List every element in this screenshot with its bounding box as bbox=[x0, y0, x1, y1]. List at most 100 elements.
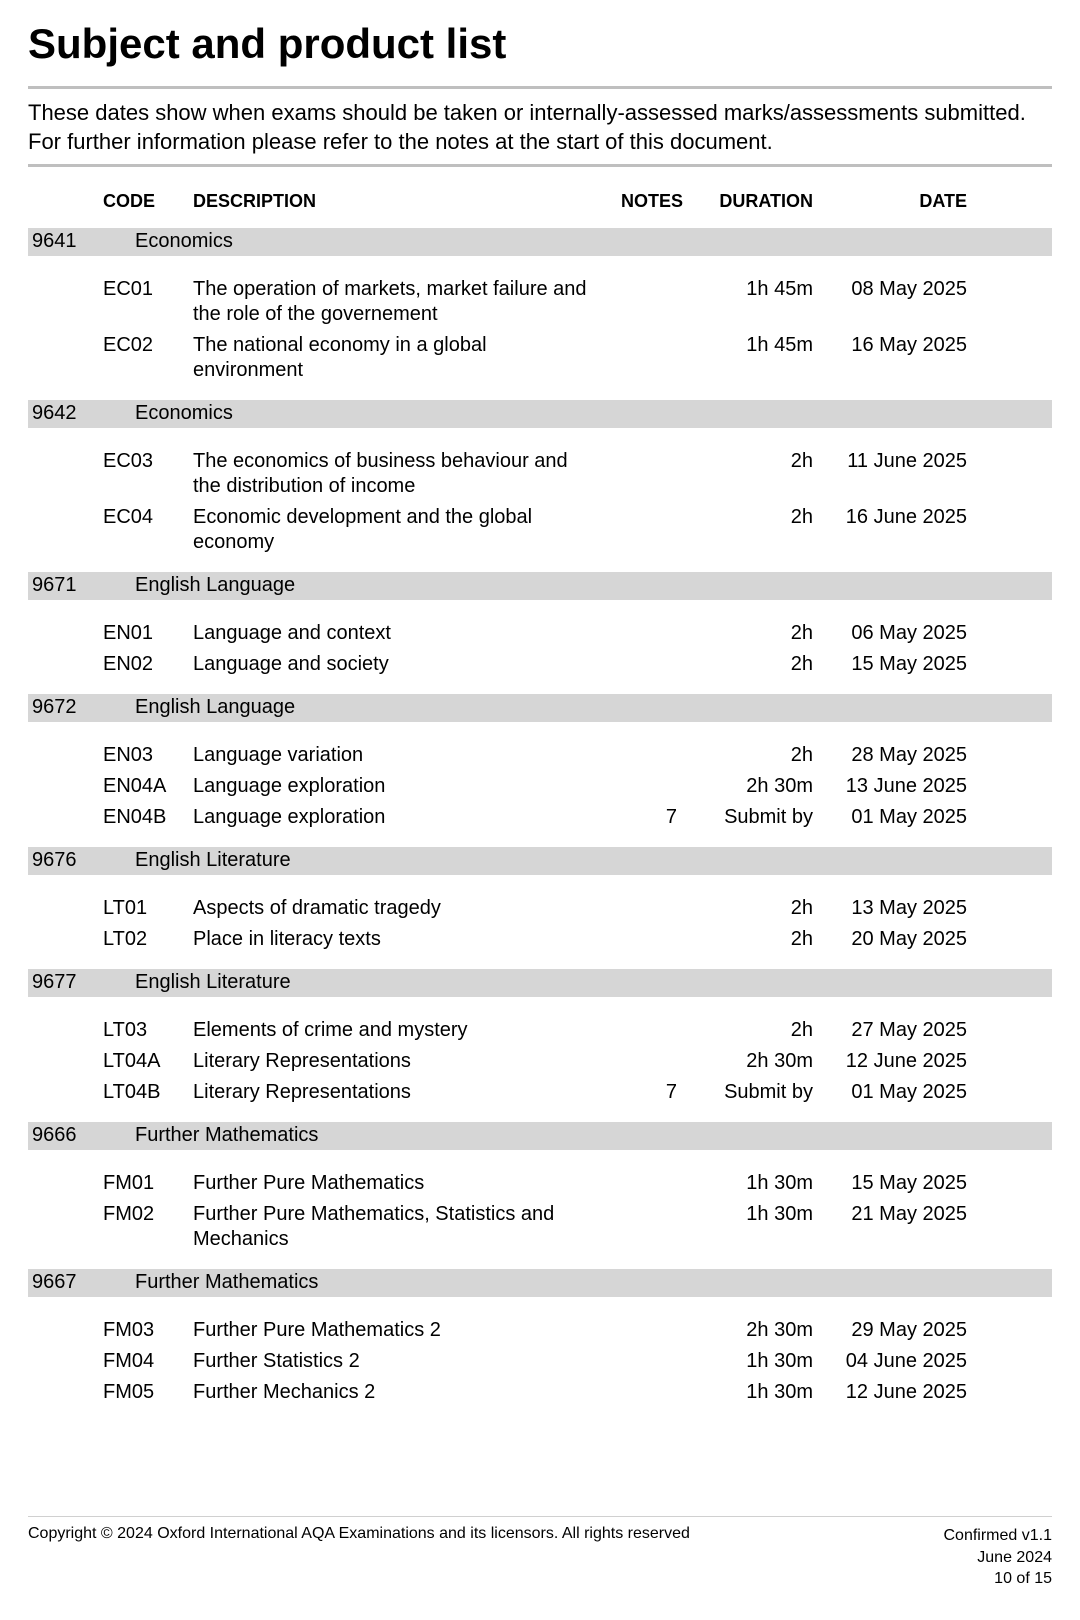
group-id: 9642 bbox=[28, 402, 103, 425]
table-row: EN04BLanguage exploration7Submit by01 Ma… bbox=[28, 802, 1052, 833]
row-description: The economics of business behaviour and … bbox=[193, 449, 603, 499]
row-description: Language and context bbox=[193, 621, 603, 646]
intro-text: These dates show when exams should be ta… bbox=[28, 89, 1052, 164]
group-header: 9676English Literature bbox=[28, 847, 1052, 875]
group-rows: EN01Language and context2h06 May 2025EN0… bbox=[28, 600, 1052, 692]
row-description: Language exploration bbox=[193, 774, 603, 799]
group-header: 9672English Language bbox=[28, 694, 1052, 722]
row-code: LT04A bbox=[103, 1049, 193, 1074]
row-code: EN02 bbox=[103, 652, 193, 677]
footer-version: Confirmed v1.1 bbox=[944, 1525, 1053, 1547]
group-rows: LT01Aspects of dramatic tragedy2h13 May … bbox=[28, 875, 1052, 967]
row-code: LT02 bbox=[103, 927, 193, 952]
group-name: Further Mathematics bbox=[103, 1271, 1052, 1294]
group-id: 9641 bbox=[28, 230, 103, 253]
group-name: English Literature bbox=[103, 849, 1052, 872]
row-date: 15 May 2025 bbox=[813, 1171, 973, 1196]
row-date: 27 May 2025 bbox=[813, 1018, 973, 1043]
group-rows: EC03The economics of business behaviour … bbox=[28, 428, 1052, 570]
group-name: Economics bbox=[103, 402, 1052, 425]
table-row: EC02The national economy in a global env… bbox=[28, 330, 1052, 386]
row-duration: 2h bbox=[683, 652, 813, 677]
row-date: 01 May 2025 bbox=[813, 1080, 973, 1105]
row-date: 13 May 2025 bbox=[813, 896, 973, 921]
table-header: CODE DESCRIPTION NOTES DURATION DATE bbox=[28, 185, 1052, 226]
row-duration: 2h bbox=[683, 505, 813, 530]
row-description: Further Mechanics 2 bbox=[193, 1380, 603, 1405]
row-duration: 2h 30m bbox=[683, 1049, 813, 1074]
group-name: English Literature bbox=[103, 971, 1052, 994]
table-row: LT04ALiterary Representations2h 30m12 Ju… bbox=[28, 1046, 1052, 1077]
row-date: 08 May 2025 bbox=[813, 277, 973, 302]
row-duration: 2h bbox=[683, 621, 813, 646]
group-rows: FM03Further Pure Mathematics 22h 30m29 M… bbox=[28, 1297, 1052, 1420]
row-code: FM05 bbox=[103, 1380, 193, 1405]
table-row: EN04ALanguage exploration2h 30m13 June 2… bbox=[28, 771, 1052, 802]
row-description: Economic development and the global econ… bbox=[193, 505, 603, 555]
row-code: EC03 bbox=[103, 449, 193, 474]
row-description: Literary Representations bbox=[193, 1080, 603, 1105]
footer-page: 10 of 15 bbox=[944, 1568, 1053, 1590]
group-id: 9677 bbox=[28, 971, 103, 994]
footer-copyright: Copyright © 2024 Oxford International AQ… bbox=[28, 1525, 690, 1543]
row-duration: 2h 30m bbox=[683, 1318, 813, 1343]
group-header: 9671English Language bbox=[28, 572, 1052, 600]
table-row: FM01Further Pure Mathematics1h 30m15 May… bbox=[28, 1168, 1052, 1199]
group-header: 9641Economics bbox=[28, 228, 1052, 256]
footer-content: Copyright © 2024 Oxford International AQ… bbox=[28, 1525, 1052, 1590]
group-id: 9676 bbox=[28, 849, 103, 872]
row-date: 13 June 2025 bbox=[813, 774, 973, 799]
row-notes: 7 bbox=[603, 805, 683, 830]
row-code: LT04B bbox=[103, 1080, 193, 1105]
group-id: 9672 bbox=[28, 696, 103, 719]
table-row: EN03Language variation2h28 May 2025 bbox=[28, 740, 1052, 771]
footer-divider bbox=[28, 1516, 1052, 1517]
row-description: Language variation bbox=[193, 743, 603, 768]
row-duration: Submit by bbox=[683, 805, 813, 830]
row-date: 06 May 2025 bbox=[813, 621, 973, 646]
row-code: FM02 bbox=[103, 1202, 193, 1227]
row-code: FM03 bbox=[103, 1318, 193, 1343]
row-code: EC02 bbox=[103, 333, 193, 358]
row-description: Place in literacy texts bbox=[193, 927, 603, 952]
table-row: LT03Elements of crime and mystery2h27 Ma… bbox=[28, 1015, 1052, 1046]
row-duration: 2h bbox=[683, 1018, 813, 1043]
group-name: Further Mathematics bbox=[103, 1124, 1052, 1147]
table-row: FM05Further Mechanics 21h 30m12 June 202… bbox=[28, 1377, 1052, 1408]
row-date: 20 May 2025 bbox=[813, 927, 973, 952]
table-row: LT01Aspects of dramatic tragedy2h13 May … bbox=[28, 893, 1052, 924]
row-duration: 1h 30m bbox=[683, 1349, 813, 1374]
row-description: Aspects of dramatic tragedy bbox=[193, 896, 603, 921]
page-footer: Copyright © 2024 Oxford International AQ… bbox=[28, 1516, 1052, 1590]
group-rows: EN03Language variation2h28 May 2025EN04A… bbox=[28, 722, 1052, 845]
groups-container: 9641EconomicsEC01The operation of market… bbox=[28, 228, 1052, 1420]
group-id: 9671 bbox=[28, 574, 103, 597]
divider-bottom bbox=[28, 164, 1052, 167]
header-notes: NOTES bbox=[603, 191, 683, 212]
row-notes: 7 bbox=[603, 1080, 683, 1105]
table-row: LT04BLiterary Representations7Submit by0… bbox=[28, 1077, 1052, 1108]
group-rows: FM01Further Pure Mathematics1h 30m15 May… bbox=[28, 1150, 1052, 1267]
header-date: DATE bbox=[813, 191, 973, 212]
row-duration: 1h 30m bbox=[683, 1202, 813, 1227]
group-header: 9677English Literature bbox=[28, 969, 1052, 997]
row-date: 16 June 2025 bbox=[813, 505, 973, 530]
row-code: EC01 bbox=[103, 277, 193, 302]
row-duration: 2h bbox=[683, 927, 813, 952]
table-row: FM04Further Statistics 21h 30m04 June 20… bbox=[28, 1346, 1052, 1377]
table-row: EN02Language and society2h15 May 2025 bbox=[28, 649, 1052, 680]
header-description: DESCRIPTION bbox=[193, 191, 603, 212]
table-row: EC01The operation of markets, market fai… bbox=[28, 274, 1052, 330]
row-description: Elements of crime and mystery bbox=[193, 1018, 603, 1043]
row-duration: 2h bbox=[683, 449, 813, 474]
row-duration: 1h 30m bbox=[683, 1380, 813, 1405]
header-code: CODE bbox=[103, 191, 193, 212]
row-date: 28 May 2025 bbox=[813, 743, 973, 768]
group-name: English Language bbox=[103, 696, 1052, 719]
table-row: EC03The economics of business behaviour … bbox=[28, 446, 1052, 502]
page: Subject and product list These dates sho… bbox=[0, 0, 1080, 1620]
table-row: EN01Language and context2h06 May 2025 bbox=[28, 618, 1052, 649]
row-code: EN04B bbox=[103, 805, 193, 830]
row-description: Further Pure Mathematics, Statistics and… bbox=[193, 1202, 603, 1252]
group-header: 9667Further Mathematics bbox=[28, 1269, 1052, 1297]
